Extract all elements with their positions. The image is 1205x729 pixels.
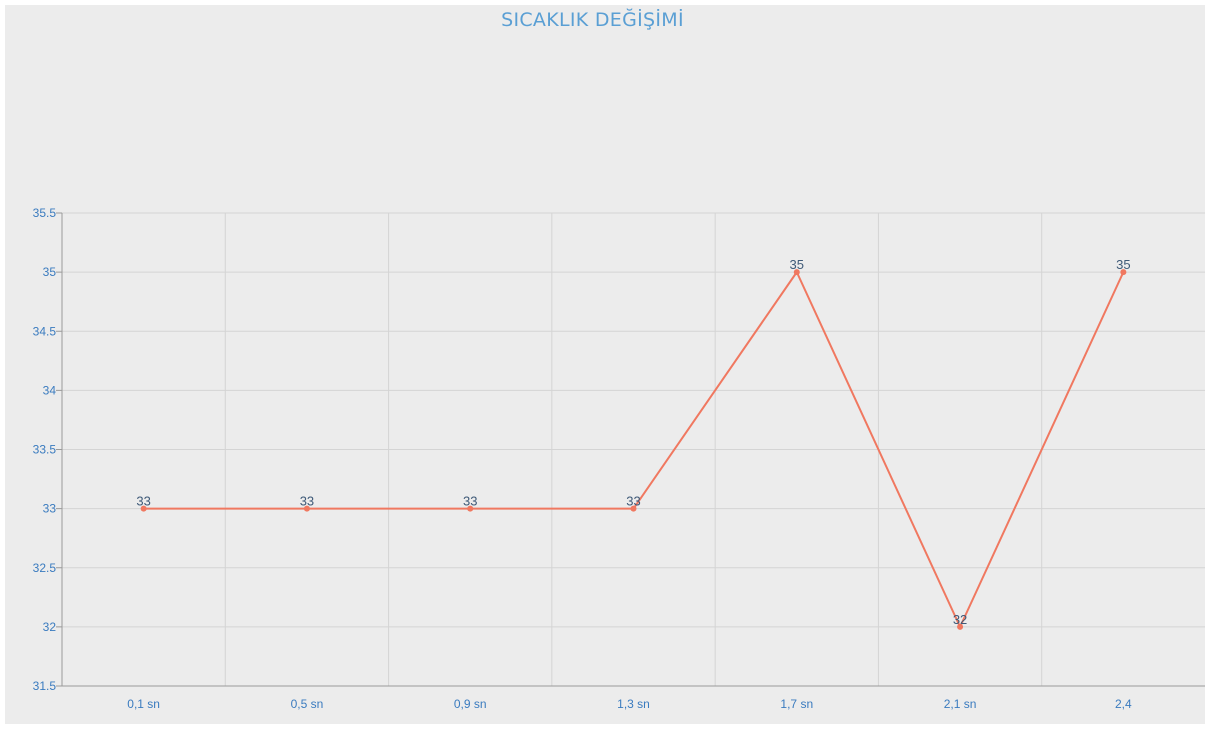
y-tick-label: 33.5 — [33, 443, 57, 457]
data-label: 35 — [790, 257, 804, 272]
x-tick-label: 2,1 sn — [944, 697, 977, 711]
y-tick-label: 32.5 — [33, 561, 57, 575]
data-point — [1120, 269, 1127, 276]
y-tick-label: 31.5 — [33, 679, 57, 693]
data-label: 35 — [1116, 257, 1130, 272]
x-tick-label: 1,7 sn — [780, 697, 813, 711]
y-tick-label: 35 — [43, 265, 57, 279]
data-point — [630, 505, 637, 512]
x-tick-label: 2,4 — [1115, 697, 1132, 711]
data-point — [957, 623, 964, 630]
y-tick-label: 35.5 — [33, 206, 57, 220]
data-label: 32 — [953, 612, 967, 627]
data-point — [140, 505, 147, 512]
x-tick-label: 0,9 sn — [454, 697, 487, 711]
y-tick-label: 34.5 — [33, 324, 57, 338]
chart-title: SICAKLIK DEĞİŞİMİ — [501, 9, 684, 31]
data-point — [467, 505, 474, 512]
y-tick-label: 34 — [43, 383, 57, 397]
data-label: 33 — [463, 494, 477, 509]
data-label: 33 — [300, 494, 314, 509]
x-tick-label: 0,1 sn — [127, 697, 160, 711]
data-point — [303, 505, 310, 512]
y-tick-label: 32 — [43, 620, 57, 634]
data-label: 33 — [136, 494, 150, 509]
y-tick-label: 33 — [43, 502, 57, 516]
x-tick-label: 1,3 sn — [617, 697, 650, 711]
data-point — [793, 269, 800, 276]
x-tick-label: 0,5 sn — [291, 697, 324, 711]
data-label: 33 — [626, 494, 640, 509]
chart-panel — [5, 5, 1205, 724]
